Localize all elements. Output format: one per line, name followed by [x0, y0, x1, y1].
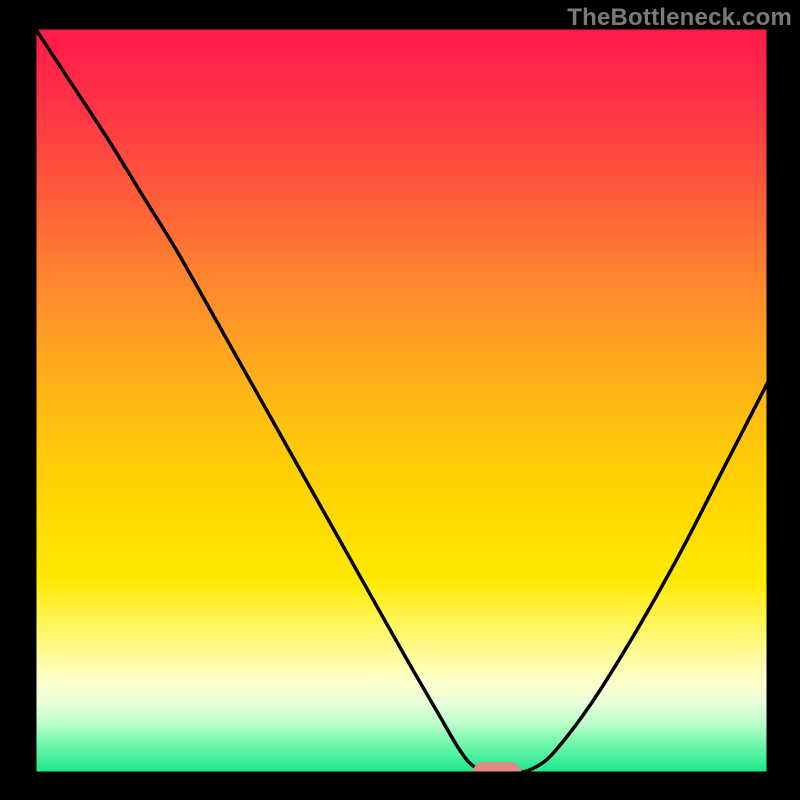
stage: TheBottleneck.com	[0, 0, 800, 800]
plot-area	[28, 28, 768, 783]
watermark: TheBottleneck.com	[567, 4, 792, 32]
gradient-background	[35, 28, 768, 773]
chart-svg	[0, 0, 800, 800]
